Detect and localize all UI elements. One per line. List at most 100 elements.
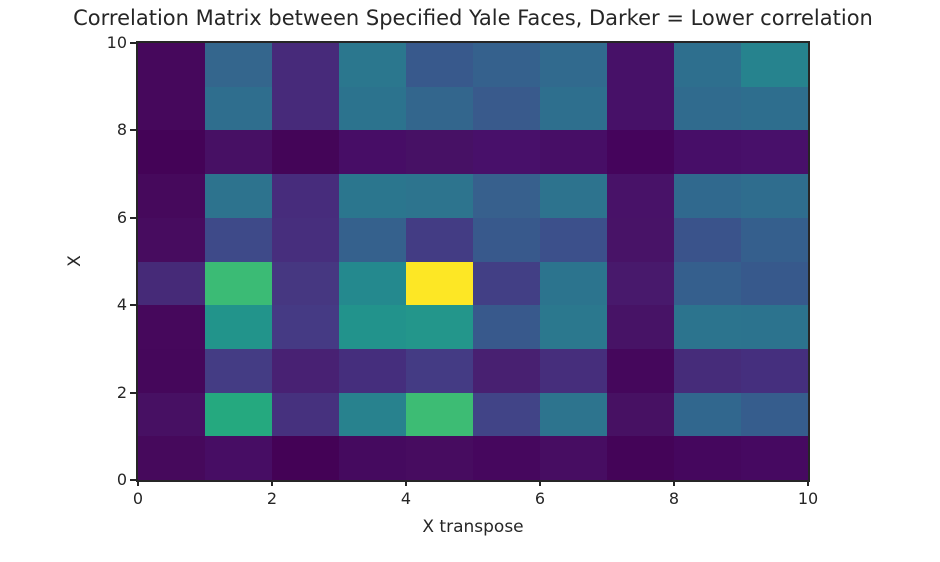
heatmap-cell	[272, 43, 339, 87]
x-tick-mark	[807, 480, 809, 486]
heatmap-cell	[473, 174, 540, 218]
heatmap-cell	[272, 86, 339, 131]
x-axis-label: X transpose	[422, 517, 524, 537]
heatmap-cell	[406, 43, 473, 87]
heatmap-cell	[339, 348, 406, 393]
heatmap-cell	[272, 130, 339, 175]
heatmap-cell	[272, 348, 339, 393]
heatmap-cell	[540, 130, 607, 175]
heatmap-cell	[406, 436, 473, 480]
heatmap-cell	[272, 392, 339, 437]
heatmap-cell	[138, 43, 205, 87]
heatmap-cell	[607, 86, 674, 131]
heatmap-cell	[674, 86, 741, 131]
heatmap-cell	[138, 174, 205, 218]
heatmap-cell	[272, 174, 339, 218]
heatmap-cell	[741, 217, 808, 262]
heatmap-cell	[205, 305, 272, 349]
heatmap-cell	[674, 392, 741, 437]
heatmap-cell	[339, 174, 406, 218]
y-tick-mark	[130, 479, 136, 481]
x-tick-mark	[271, 480, 273, 486]
heatmap-cell	[272, 217, 339, 262]
heatmap-cell	[674, 217, 741, 262]
y-tick-mark	[130, 304, 136, 307]
y-tick-label: 8	[116, 120, 127, 140]
y-tick-mark	[130, 42, 136, 44]
heatmap-cell	[473, 261, 540, 306]
x-tick-label: 4	[400, 489, 412, 508]
heatmap-cell	[406, 130, 473, 175]
y-tick-label: 10	[106, 33, 127, 52]
heatmap	[138, 43, 808, 480]
x-tick-mark	[539, 480, 541, 486]
heatmap-cell	[607, 130, 674, 175]
heatmap-cell	[741, 174, 808, 218]
heatmap-cell	[473, 217, 540, 262]
x-tick-mark	[137, 480, 139, 486]
heatmap-cell	[540, 261, 607, 306]
heatmap-cell	[674, 436, 741, 480]
heatmap-cell	[138, 86, 205, 131]
heatmap-cell	[406, 86, 473, 131]
heatmap-cell	[406, 261, 473, 306]
heatmap-cell	[540, 174, 607, 218]
x-tick-label: 10	[797, 489, 819, 508]
heatmap-cell	[674, 130, 741, 175]
x-tick-label: 6	[534, 489, 546, 508]
heatmap-cell	[205, 392, 272, 437]
heatmap-cell	[138, 261, 205, 306]
heatmap-cell	[540, 392, 607, 437]
heatmap-cell	[607, 392, 674, 437]
heatmap-cell	[406, 217, 473, 262]
heatmap-cell	[339, 86, 406, 131]
y-tick-mark	[130, 216, 136, 219]
heatmap-cell	[607, 174, 674, 218]
heatmap-cell	[339, 130, 406, 175]
heatmap-cell	[138, 130, 205, 175]
heatmap-cell	[674, 174, 741, 218]
heatmap-cell	[473, 130, 540, 175]
heatmap-cell	[339, 43, 406, 87]
heatmap-cell	[138, 436, 205, 480]
heatmap-cell	[473, 348, 540, 393]
heatmap-cell	[473, 305, 540, 349]
heatmap-cell	[607, 436, 674, 480]
heatmap-cell	[205, 86, 272, 131]
heatmap-cell	[138, 348, 205, 393]
heatmap-cell	[406, 174, 473, 218]
heatmap-cell	[406, 305, 473, 349]
y-tick-mark	[130, 391, 136, 394]
y-tick-label: 2	[116, 382, 127, 402]
heatmap-cell	[607, 43, 674, 87]
heatmap-cell	[674, 348, 741, 393]
heatmap-cell	[741, 86, 808, 131]
heatmap-cell	[473, 43, 540, 87]
heatmap-cell	[540, 436, 607, 480]
y-tick-label: 0	[116, 470, 127, 489]
heatmap-cell	[339, 305, 406, 349]
heatmap-cell	[205, 436, 272, 480]
x-tick-label: 2	[266, 489, 278, 508]
heatmap-cell	[473, 86, 540, 131]
heatmap-cell	[741, 436, 808, 480]
heatmap-cell	[138, 392, 205, 437]
heatmap-cell	[674, 261, 741, 306]
y-tick-mark	[130, 129, 136, 132]
y-tick-label: 4	[116, 295, 127, 315]
heatmap-cell	[272, 436, 339, 480]
heatmap-cell	[540, 86, 607, 131]
heatmap-cell	[741, 305, 808, 349]
y-axis-label: X	[65, 255, 85, 267]
heatmap-cell	[138, 217, 205, 262]
x-tick-label: 8	[668, 489, 680, 508]
heatmap-cell	[540, 348, 607, 393]
heatmap-cell	[406, 348, 473, 393]
heatmap-cell	[205, 130, 272, 175]
heatmap-cell	[741, 348, 808, 393]
heatmap-cell	[339, 217, 406, 262]
heatmap-cell	[540, 305, 607, 349]
heatmap-cell	[272, 305, 339, 349]
heatmap-cell	[406, 392, 473, 437]
